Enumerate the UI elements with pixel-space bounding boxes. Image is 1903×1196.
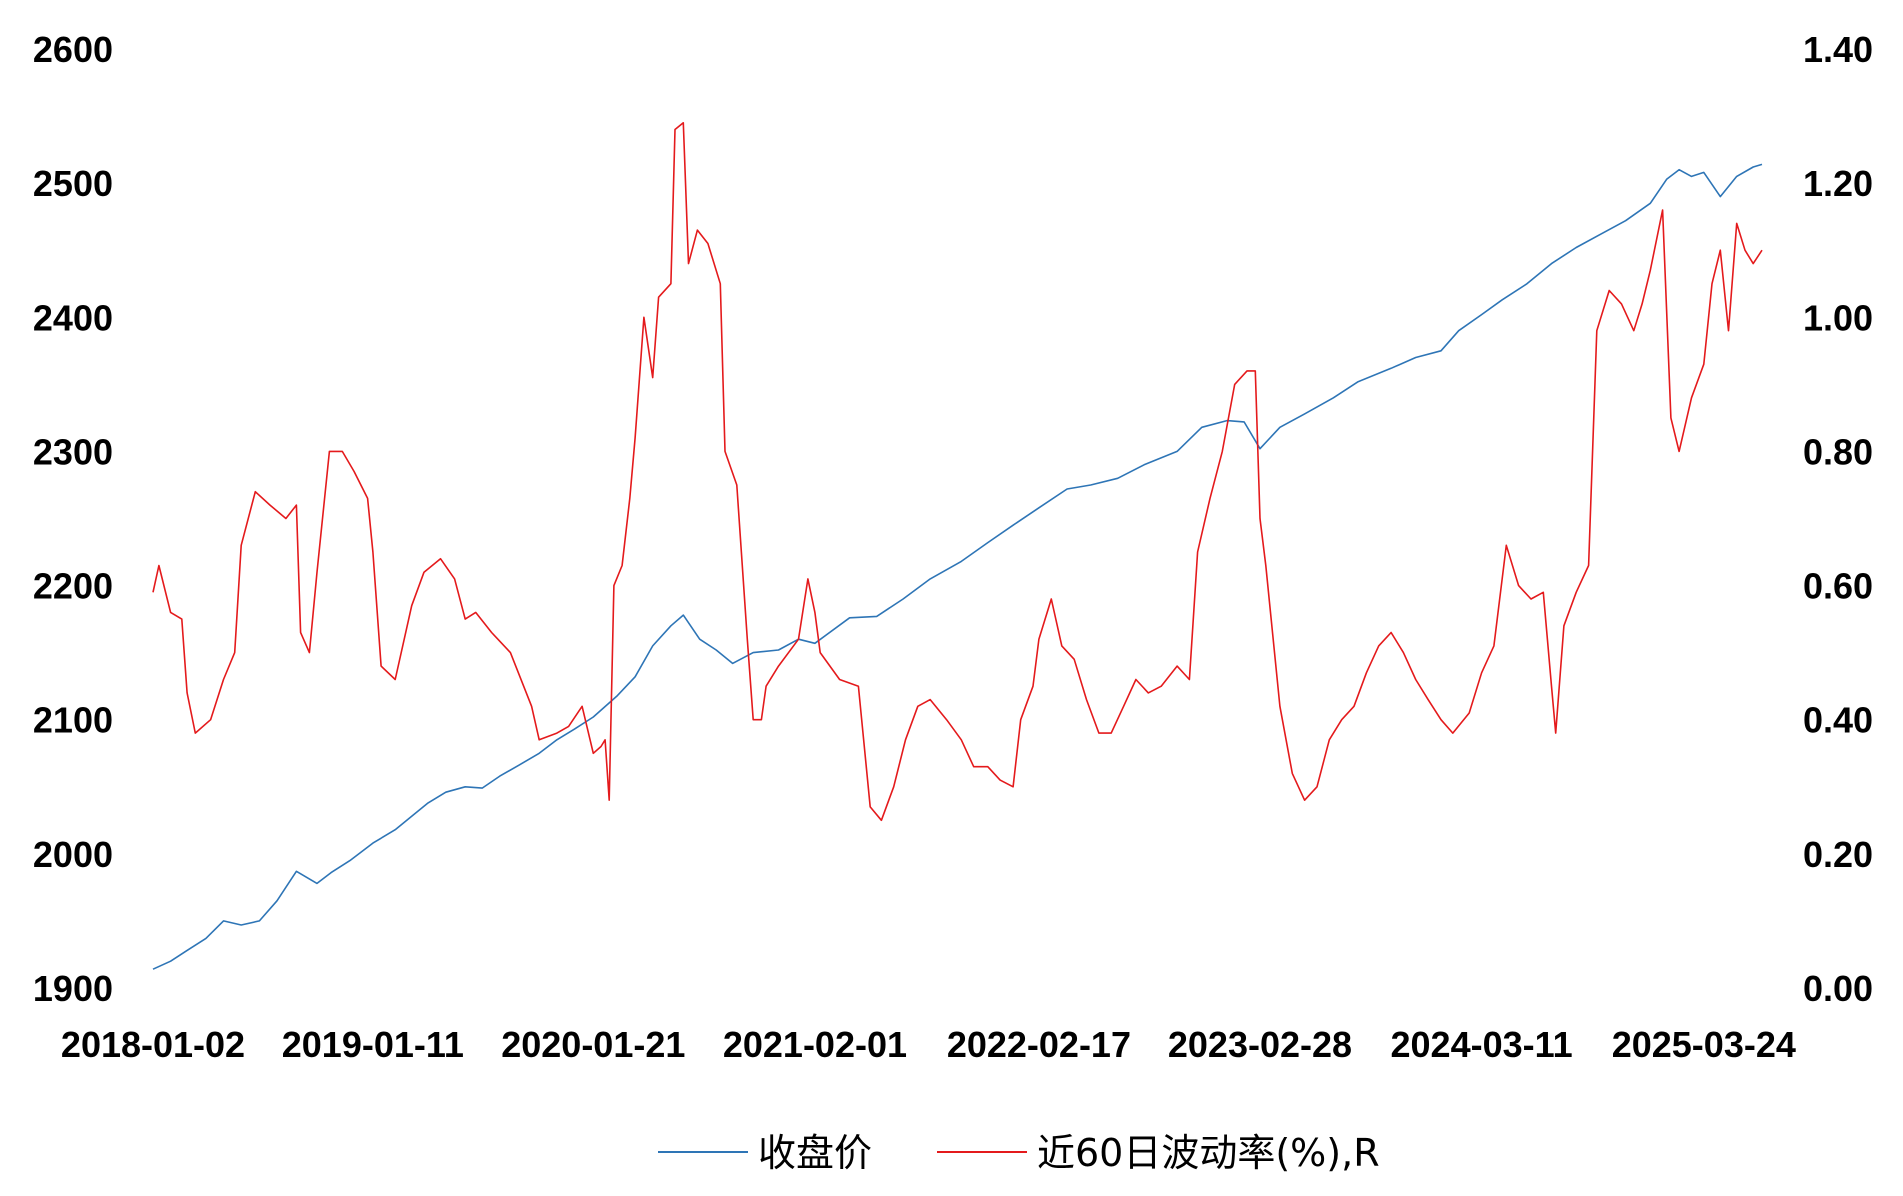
y-right-tick-label: 0.00 — [1803, 968, 1873, 1009]
plot-area — [152, 122, 1763, 970]
y-right-tick-label: 0.80 — [1803, 431, 1873, 472]
x-tick-label: 2019-01-11 — [282, 1024, 464, 1065]
series-line-volatility — [152, 122, 1763, 822]
y-left-tick-label: 2100 — [33, 700, 113, 741]
y-left-tick-label: 2300 — [33, 431, 113, 472]
y-right-tick-label: 1.20 — [1803, 163, 1873, 204]
x-tick-label: 2018-01-02 — [61, 1024, 245, 1065]
x-tick-label: 2022-02-17 — [947, 1024, 1131, 1065]
x-tick-label: 2025-03-24 — [1612, 1024, 1796, 1065]
legend-label-volatility: 近60日波动率(%),R — [1037, 1131, 1380, 1175]
x-tick-label: 2021-02-01 — [723, 1024, 907, 1065]
y-right-tick-label: 0.60 — [1803, 566, 1873, 607]
y-left-tick-label: 1900 — [33, 968, 113, 1009]
y-left-tick-label: 2000 — [33, 834, 113, 875]
x-axis-ticks: 2018-01-02 2019-01-11 2020-01-21 2021-02-01… — [61, 1024, 1796, 1065]
y-right-tick-label: 1.00 — [1803, 297, 1873, 338]
y-left-tick-label: 2200 — [33, 566, 113, 607]
y-right-tick-label: 0.40 — [1803, 700, 1873, 741]
y-left-tick-label: 2500 — [33, 163, 113, 204]
series-line-close-price — [152, 163, 1763, 970]
y-right-tick-label: 1.40 — [1803, 29, 1873, 70]
legend-label-close-price: 收盘价 — [758, 1131, 872, 1175]
legend: 收盘价 近60日波动率(%),R — [658, 1131, 1380, 1175]
left-axis-ticks: 1900 2000 2100 2200 2300 2400 2500 2600 — [33, 29, 113, 1009]
x-tick-label: 2023-02-28 — [1168, 1024, 1352, 1065]
y-left-tick-label: 2600 — [33, 29, 113, 70]
y-right-tick-label: 0.20 — [1803, 834, 1873, 875]
y-left-tick-label: 2400 — [33, 297, 113, 338]
right-axis-ticks: 0.00 0.20 0.40 0.60 0.80 1.00 1.20 1.40 — [1803, 29, 1873, 1009]
x-tick-label: 2020-01-21 — [501, 1024, 685, 1065]
x-tick-label: 2024-03-11 — [1391, 1024, 1573, 1065]
